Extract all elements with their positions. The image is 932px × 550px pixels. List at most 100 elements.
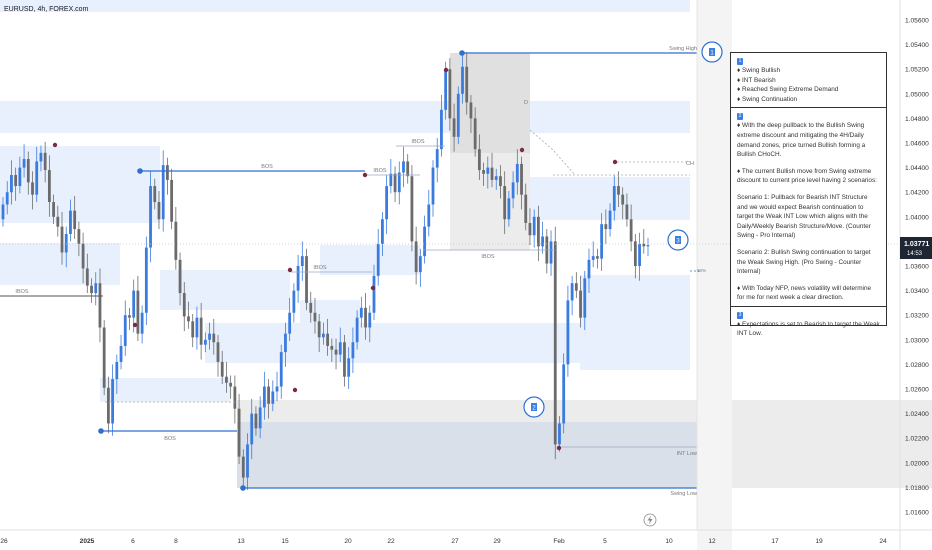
candle-body bbox=[359, 307, 363, 318]
ibos-label: IBOS bbox=[373, 168, 386, 174]
note-badge: 1 bbox=[737, 58, 743, 65]
y-tick-label: 1.05400 bbox=[905, 42, 929, 49]
candle-body bbox=[558, 423, 561, 445]
demand-zone bbox=[0, 243, 120, 285]
marker-2-label: 2 bbox=[532, 406, 536, 412]
candle-body bbox=[237, 408, 241, 457]
candle-body bbox=[309, 302, 313, 313]
y-tick-label: 1.02400 bbox=[905, 411, 929, 418]
y-tick-label: 1.04400 bbox=[905, 165, 929, 172]
bos-dot bbox=[98, 428, 104, 434]
candle-body bbox=[612, 186, 616, 211]
candle-body bbox=[279, 352, 283, 387]
candle-body bbox=[284, 333, 287, 353]
y-tick-label: 1.04200 bbox=[905, 190, 929, 197]
candle-body bbox=[633, 241, 637, 266]
y-tick-label: 1.05600 bbox=[905, 18, 929, 25]
candle-body bbox=[14, 174, 18, 187]
candle-body bbox=[465, 66, 469, 103]
swing-dot bbox=[556, 445, 562, 451]
candle-body bbox=[423, 226, 426, 257]
candle-body bbox=[608, 210, 612, 230]
x-tick-label: 22 bbox=[387, 538, 395, 545]
candle-body bbox=[461, 66, 464, 94]
swing-dot bbox=[287, 267, 293, 273]
candle-body bbox=[326, 333, 330, 346]
demand-zone bbox=[0, 146, 160, 223]
candle-body bbox=[296, 266, 300, 291]
candle-body bbox=[199, 317, 203, 345]
candle-body bbox=[191, 321, 195, 338]
candle-body bbox=[69, 210, 72, 235]
candle-body bbox=[220, 361, 224, 377]
y-tick-label: 1.03400 bbox=[905, 288, 929, 295]
candle-body bbox=[338, 342, 342, 355]
candle-body bbox=[119, 345, 123, 362]
last-price-badge bbox=[900, 237, 932, 259]
swing-dot bbox=[612, 159, 618, 165]
candle-body bbox=[178, 259, 182, 294]
swing-dot bbox=[52, 142, 58, 148]
candle-body bbox=[250, 413, 254, 445]
x-tick-label: Feb bbox=[553, 538, 565, 545]
int-low-label: INT Low bbox=[677, 451, 697, 457]
candle-body bbox=[56, 216, 60, 227]
candle-body bbox=[174, 221, 178, 260]
marker-1-label: 1 bbox=[710, 51, 714, 57]
candle-body bbox=[541, 236, 545, 247]
ibos-label: IBOS bbox=[15, 289, 28, 295]
y-tick-label: 1.01600 bbox=[905, 510, 929, 517]
marker-3-badge bbox=[675, 236, 681, 244]
structure-labels: Swing High Swing Low INT Low CH 50% BOS … bbox=[15, 46, 706, 497]
y-tick-label: 1.05000 bbox=[905, 91, 929, 98]
bos-label: BOS bbox=[261, 164, 273, 170]
time-axis[interactable]: 26 2025 6 8 13 15 20 22 27 29 Feb 5 10 12 17 19 24 bbox=[0, 529, 932, 545]
candle-body bbox=[515, 163, 519, 183]
note-paragraph: ♦ With Today NFP, news volatility will d… bbox=[737, 284, 872, 302]
x-tick-label: 15 bbox=[281, 538, 289, 545]
candle-body bbox=[330, 345, 334, 350]
candle-body bbox=[600, 224, 604, 259]
candle-body bbox=[625, 204, 629, 220]
candle-body bbox=[10, 174, 13, 193]
candle-body bbox=[406, 161, 410, 177]
x-tick-label: 26 bbox=[0, 538, 8, 545]
candle-body bbox=[553, 241, 557, 445]
candle-body bbox=[115, 361, 119, 380]
swing-dots bbox=[52, 67, 618, 451]
candle-body bbox=[64, 234, 68, 253]
candle-body bbox=[482, 170, 485, 174]
swing-dot bbox=[362, 172, 368, 178]
extreme-demand-zone bbox=[237, 422, 697, 488]
dashed-path bbox=[529, 129, 576, 176]
price-axis[interactable]: 1.05600 1.05400 1.05200 1.05000 1.04800 1.046… bbox=[899, 0, 929, 550]
swing-low-dot bbox=[240, 485, 246, 491]
note-paragraph: ♦ The current Bullish move from Swing ex… bbox=[737, 167, 877, 185]
candle-body bbox=[43, 152, 47, 171]
candle-body bbox=[35, 161, 39, 195]
candle-body bbox=[566, 300, 570, 365]
candle-body bbox=[621, 194, 625, 205]
bos-label: BOS bbox=[164, 436, 176, 442]
y-tick-label: 1.04000 bbox=[905, 214, 929, 221]
candle-body bbox=[351, 342, 355, 359]
candle-body bbox=[368, 312, 372, 328]
candle-body bbox=[225, 376, 228, 383]
candle-body bbox=[94, 283, 98, 294]
swing-dot bbox=[132, 322, 138, 328]
candle-body bbox=[532, 216, 536, 236]
candle-body bbox=[549, 241, 553, 264]
candle-body bbox=[520, 163, 523, 195]
candle-body bbox=[275, 386, 279, 392]
candle-body bbox=[123, 315, 127, 346]
note-badge: 2 bbox=[737, 113, 743, 121]
y-tick-label: 1.02000 bbox=[905, 460, 929, 467]
candle-body bbox=[444, 69, 448, 110]
candle-body bbox=[524, 194, 528, 223]
future-area bbox=[697, 0, 732, 550]
candle-body bbox=[132, 290, 136, 318]
candle-body bbox=[233, 386, 237, 409]
candle-body bbox=[106, 387, 110, 424]
candle-body bbox=[587, 259, 591, 279]
